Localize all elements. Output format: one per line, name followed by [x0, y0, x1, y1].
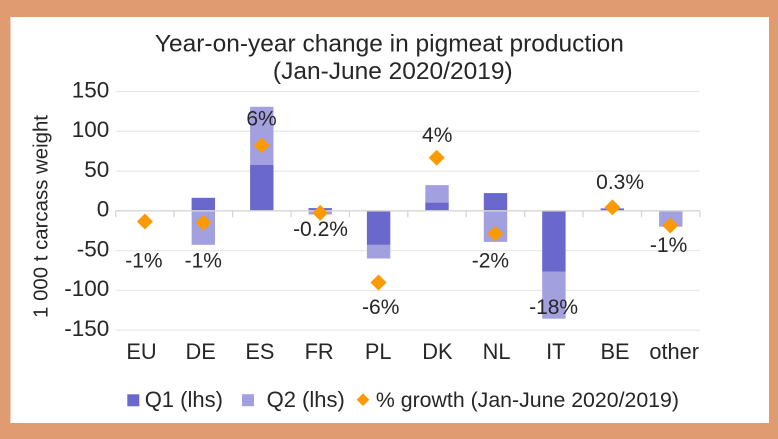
svg-text:-0.2%: -0.2%: [293, 218, 348, 241]
svg-text:FR: FR: [305, 339, 334, 364]
svg-text:100: 100: [72, 117, 110, 142]
svg-text:-1%: -1%: [650, 234, 687, 257]
svg-text:other: other: [649, 339, 699, 364]
svg-text:IT: IT: [546, 339, 565, 364]
svg-text:Q2 (lhs): Q2 (lhs): [267, 387, 345, 412]
svg-text:150: 150: [72, 77, 110, 102]
svg-text:% growth (Jan-June 2020/2019): % growth (Jan-June 2020/2019): [376, 388, 679, 412]
svg-text:Year-on-year change in pigmeat: Year-on-year change in pigmeat productio…: [155, 31, 624, 58]
svg-text:PL: PL: [365, 339, 392, 364]
svg-text:6%: 6%: [246, 108, 276, 131]
svg-text:ES: ES: [245, 339, 274, 364]
svg-text:-150: -150: [64, 316, 109, 341]
svg-text:DK: DK: [422, 339, 453, 364]
svg-text:-1%: -1%: [125, 249, 162, 272]
svg-text:4%: 4%: [422, 124, 452, 147]
svg-text:BE: BE: [600, 339, 629, 364]
svg-text:-6%: -6%: [362, 296, 399, 319]
svg-text:50: 50: [84, 157, 109, 182]
svg-text:EU: EU: [126, 339, 156, 364]
svg-text:Q1 (lhs): Q1 (lhs): [145, 387, 223, 412]
svg-text:-2%: -2%: [472, 250, 509, 273]
svg-text:-100: -100: [64, 276, 109, 301]
svg-text:-1%: -1%: [185, 249, 222, 272]
svg-text:-18%: -18%: [529, 296, 578, 319]
svg-text:(Jan-June 2020/2019): (Jan-June 2020/2019): [273, 58, 513, 85]
svg-text:-50: -50: [77, 236, 110, 261]
svg-text:NL: NL: [483, 339, 511, 364]
svg-text:0: 0: [97, 197, 110, 222]
svg-text:1 000 t carcass weight: 1 000 t carcass weight: [31, 115, 53, 318]
svg-text:DE: DE: [186, 339, 216, 364]
svg-text:0.3%: 0.3%: [596, 171, 644, 194]
